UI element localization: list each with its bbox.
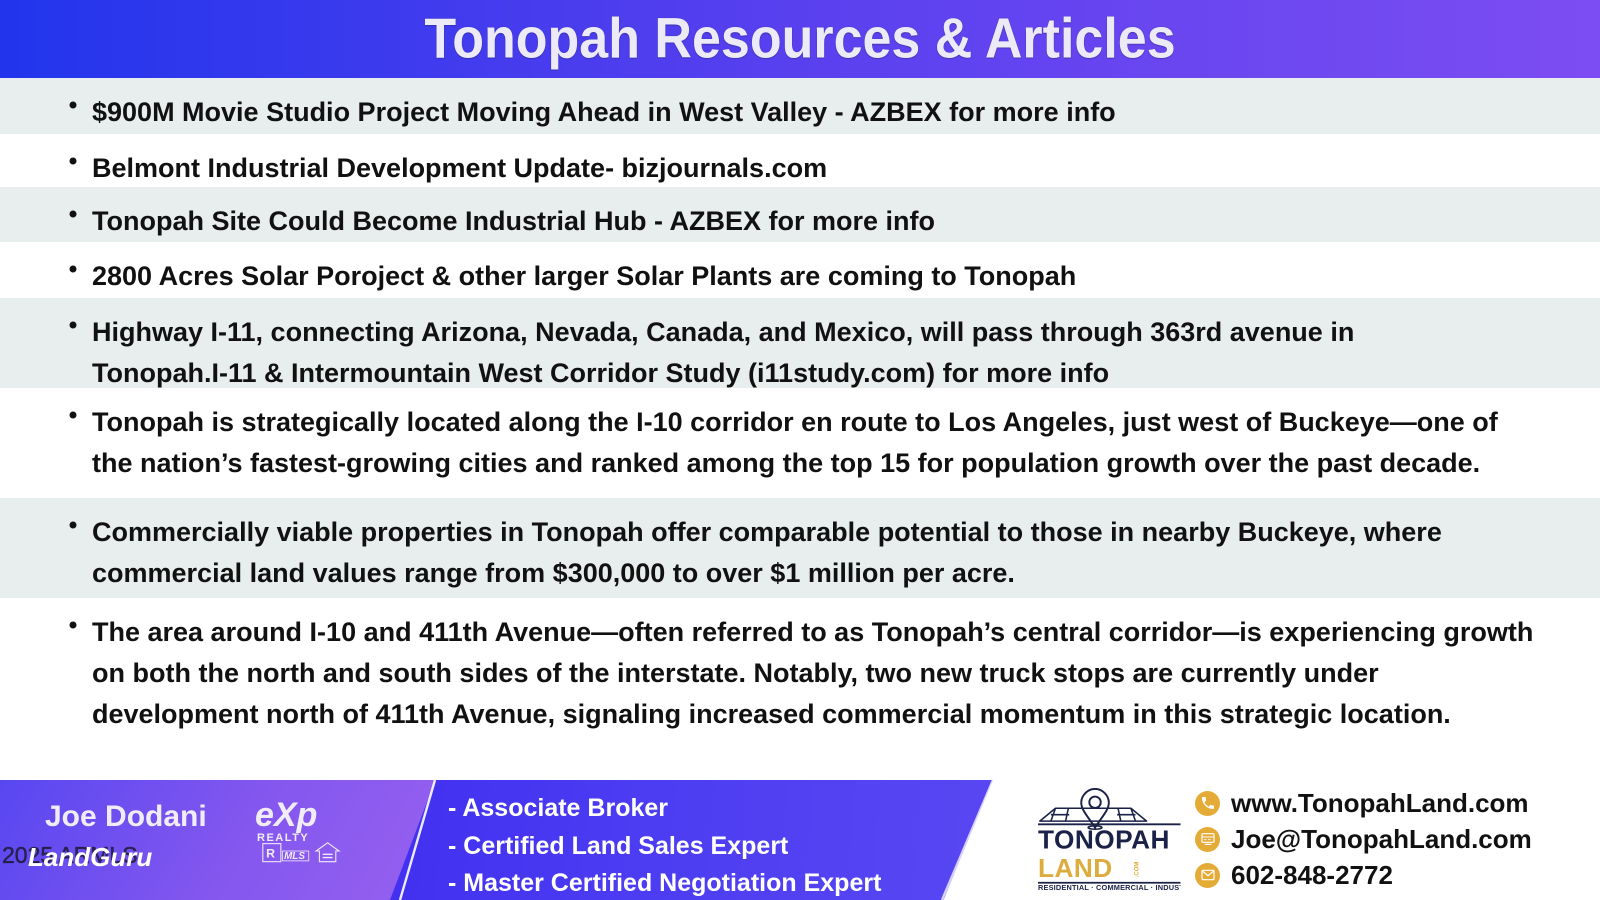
svg-text:TONOPAH: TONOPAH	[1038, 825, 1170, 855]
svg-text:R: R	[266, 847, 275, 861]
svg-text:eXp: eXp	[255, 796, 317, 834]
svg-text:.COM: .COM	[1134, 862, 1140, 878]
svg-text:MLS: MLS	[284, 851, 305, 862]
svg-text:RESIDENTIAL · COMMERCIAL · IND: RESIDENTIAL · COMMERCIAL · INDUSTRIAL · …	[1038, 883, 1181, 891]
svg-text:LAND: LAND	[1038, 853, 1113, 883]
